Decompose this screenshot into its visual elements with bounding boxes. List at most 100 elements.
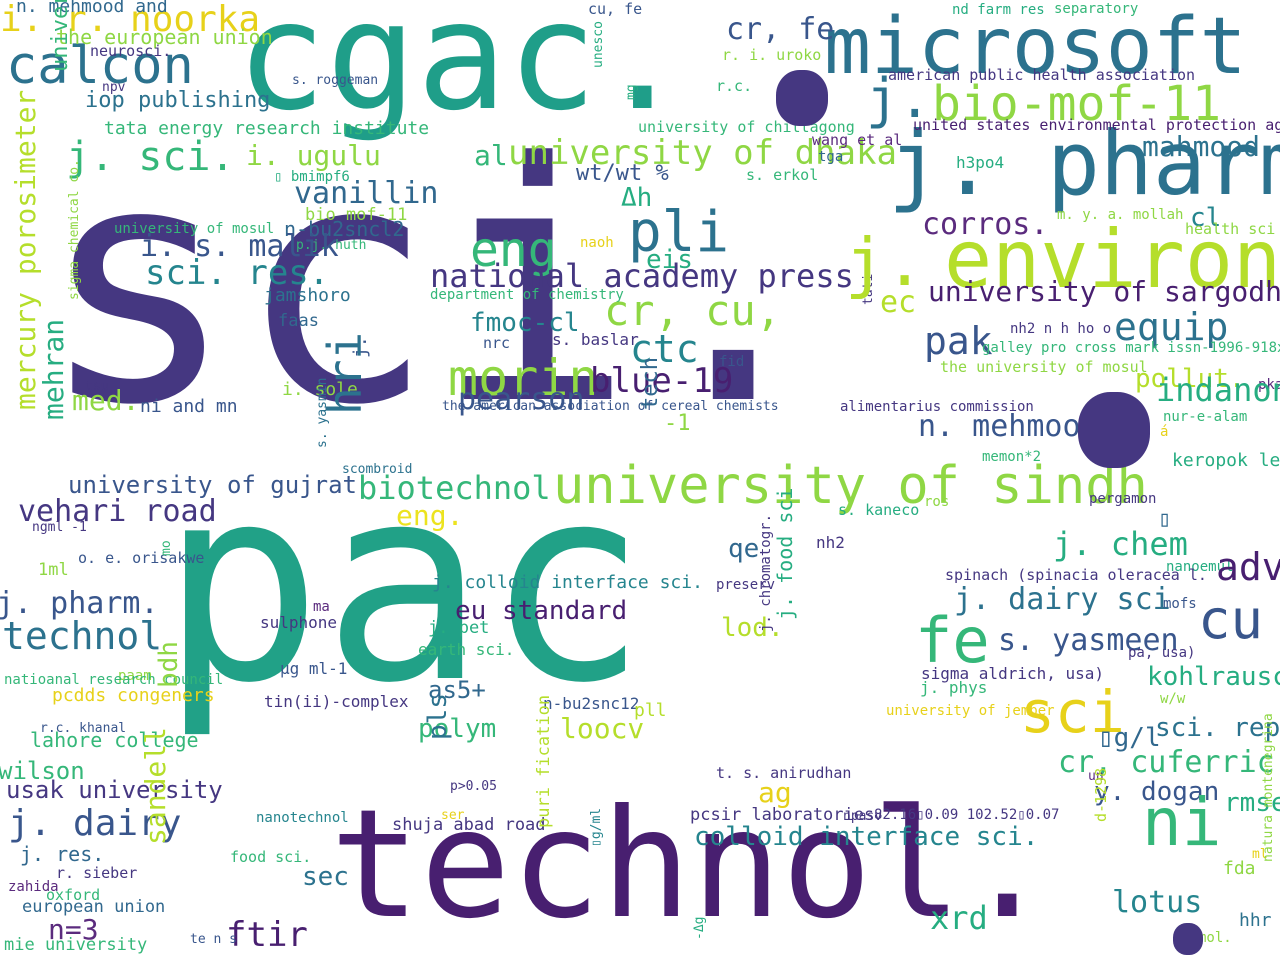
word-r-c-khanal: r.c. khanal xyxy=(40,721,127,736)
word-european-union: european union xyxy=(22,897,166,917)
word-indanone: indanone xyxy=(1156,371,1280,409)
word-j-chromatogr: j. chromatogr. xyxy=(758,513,774,632)
word-cgac: cgac. xyxy=(236,0,688,144)
word-university-of-sindh: university of sindh xyxy=(553,456,1148,516)
word-pergamon: pergamon xyxy=(1089,491,1157,507)
word-adv: adv xyxy=(1216,545,1280,589)
word-university-of-sargodha: university of sargodha xyxy=(928,275,1280,308)
word-lod: lod. xyxy=(721,613,784,643)
word-unesco: unesco xyxy=(591,21,606,68)
word-ag: ag xyxy=(758,776,792,809)
word-mahmood: mahmood xyxy=(1142,130,1261,163)
dot-lower-right-shape xyxy=(1173,923,1203,955)
word-pac: pac xyxy=(160,427,648,742)
word-ros: ros xyxy=(924,494,950,510)
word-sci: sci. xyxy=(38,93,833,477)
word-s-baslar: s. baslar xyxy=(552,330,639,349)
word-h3po4: h3po4 xyxy=(956,153,1005,172)
word-hri: hri xyxy=(318,331,372,415)
word-ser: ser xyxy=(441,808,465,823)
word-wt-wt: wt/wt % xyxy=(576,161,669,186)
word-the-university-of-mosul: the university of mosul xyxy=(940,358,1148,376)
word-r-c: r.c. xyxy=(716,77,753,95)
word-mo: mo xyxy=(159,540,174,556)
word-jamshoro: jamshoro xyxy=(264,285,351,306)
word-fid: fid xyxy=(719,354,745,370)
word-corros: corros. xyxy=(922,207,1049,242)
word-pcdds-congeners: pcdds congeners xyxy=(52,685,215,706)
word-alimentarius-commission: alimentarius commission xyxy=(840,399,1034,415)
word-pcsir-laboratories: pcsir laboratories xyxy=(690,805,875,825)
word-cu-fe: cu, fe xyxy=(588,0,643,18)
word-n-bu2sncl2: n-bu2sncl2 xyxy=(284,217,405,241)
word-calcon: calcon xyxy=(6,36,194,96)
word-npasv: npasv xyxy=(843,809,883,824)
word-ec: ec xyxy=(880,285,917,320)
word-sec: sec xyxy=(302,862,349,892)
word-sci-res: sci. res. xyxy=(145,253,330,293)
word-g-l: ▯g/l xyxy=(1098,723,1161,753)
word-j-chem: j. chem xyxy=(1053,525,1188,563)
word-ctc: ctc xyxy=(630,327,699,371)
word-p-j-huth: p.j. huth xyxy=(296,238,367,253)
word-university-of-jember: university of jember xyxy=(886,703,1055,719)
word-scombroid: scombroid xyxy=(342,462,413,477)
word-qe: qe xyxy=(728,534,760,564)
word-morin: morin xyxy=(448,349,599,407)
word-fe: fe xyxy=(915,604,990,677)
word-eu-standard: eu standard xyxy=(455,596,628,626)
word-w-w: w/w xyxy=(1160,691,1186,707)
word-j-pharm: j. pharm xyxy=(888,112,1280,215)
word-nanoemul: nanoemul xyxy=(1166,559,1234,575)
word-american-public-health-association: american public health association xyxy=(888,66,1196,84)
word-separatory: separatory xyxy=(1054,1,1139,17)
word-the-american-association-of-cereal-chemists: the american association of cereal chemi… xyxy=(442,399,779,414)
word-sci-rep: sci. rep. xyxy=(1155,713,1280,743)
word-fda: fda xyxy=(1223,858,1256,879)
word-sci: sci xyxy=(1020,678,1125,746)
word-i-r-noorka: i. r. noorka xyxy=(0,0,261,40)
word-sulphone: sulphone xyxy=(260,613,338,632)
word-galley-pro-cross-mark-issn-1996-918x-pak: galley pro cross mark issn-1996-918x pak xyxy=(982,340,1280,356)
word-mg: mg xyxy=(624,84,639,100)
word-tin-ii-complex: tin(ii)-complex xyxy=(264,692,409,711)
word-department-of-chemistry: department of chemistry xyxy=(430,287,624,303)
word-wang-et-al: wang et al xyxy=(812,131,903,149)
word-sigma-chemical-co: sigma chemical co. xyxy=(67,159,82,300)
word-biotechnol: biotechnol xyxy=(358,469,551,507)
word-n-mehmood-and: n. mehmood and xyxy=(16,0,168,17)
word-1: -1 xyxy=(664,411,691,436)
word-med: med. xyxy=(72,384,140,417)
word-nd-farm-res: nd farm res xyxy=(952,2,1045,18)
word-eis: eis xyxy=(646,245,693,275)
word-j-pet: j. pet xyxy=(428,618,490,638)
word-ma: ma xyxy=(313,599,330,615)
word-pak: pak xyxy=(924,319,993,363)
word-j-colloid-interface-sci: j. colloid interface sci. xyxy=(432,572,703,593)
word-ml: ml xyxy=(1252,847,1268,862)
word-nrc: nrc xyxy=(483,334,511,352)
word-j-sci: j. sci. xyxy=(66,134,235,180)
word-j-dairy-sci: j. dairy sci xyxy=(954,582,1171,617)
word-united-states-environmental-protection-agency: united states environmental protection a… xyxy=(913,116,1280,134)
word-ni-and-mn: ni and mn xyxy=(140,396,238,417)
word-eng: eng. xyxy=(396,499,464,532)
word-te-n-s: te n s xyxy=(190,932,237,947)
word-n-mehmood: n. mehmood xyxy=(918,409,1099,444)
word-bio-mof-11: bio-mof-11 xyxy=(932,76,1221,132)
word-vanillin: vanillin xyxy=(294,176,439,211)
word-i-sole: i. sole xyxy=(282,379,358,400)
word-pearson: pearson xyxy=(458,382,585,417)
word-mol: mol. xyxy=(1198,930,1232,946)
word-iop-publishing: iop publishing xyxy=(85,88,271,113)
word-i-ugulu: i. ugulu xyxy=(246,139,381,172)
word-loocv: loocv xyxy=(560,712,645,745)
word-cu: cu xyxy=(1198,588,1264,651)
word-mercury-porosimeter: mercury porosimeter xyxy=(9,89,42,410)
word-tech: tech xyxy=(638,357,663,410)
word-j-phys: j. phys xyxy=(920,678,988,697)
word-82-16-0-09-102-52-0-07: 82.16▯0.09 102.52▯0.07 xyxy=(874,807,1060,823)
word-cr-cuferric: cr, cuferric xyxy=(1058,745,1275,780)
word-mie-university: mie university xyxy=(4,935,148,955)
word-lahore-college: lahore college xyxy=(30,728,199,752)
